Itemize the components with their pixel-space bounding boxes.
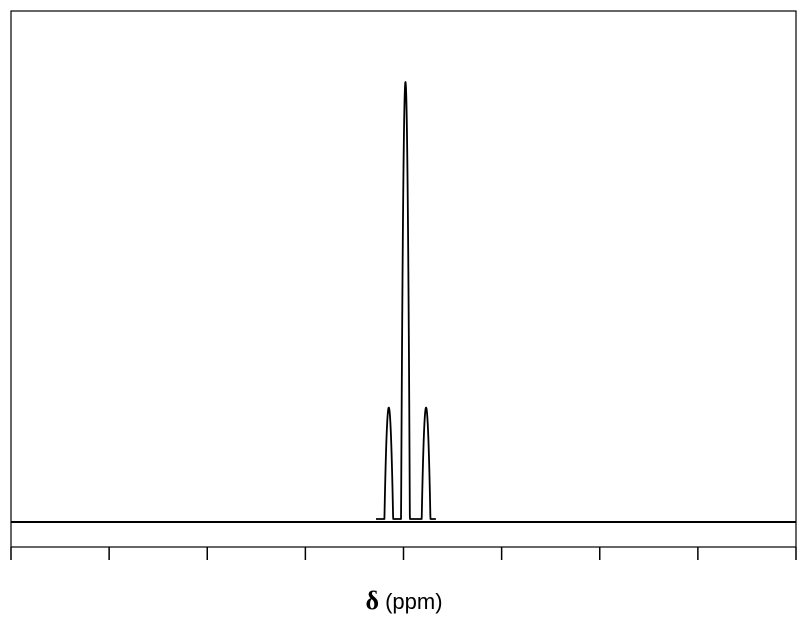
plot-frame: [10, 10, 797, 548]
spectrum-line: [375, 81, 437, 520]
x-axis-symbol: δ: [365, 586, 379, 615]
x-axis-unit: (ppm): [378, 589, 443, 614]
x-axis-ticks: [10, 547, 797, 560]
x-axis-label: δ (ppm): [0, 586, 808, 616]
